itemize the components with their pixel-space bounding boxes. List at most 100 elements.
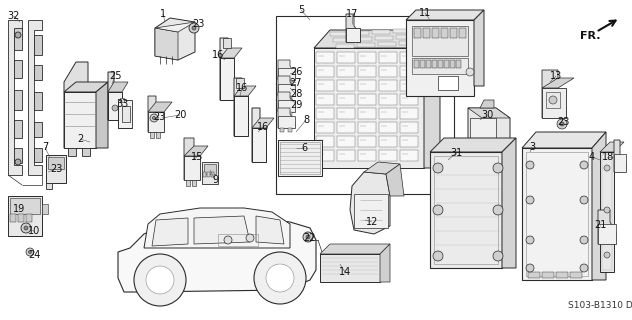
Bar: [438, 60, 443, 68]
Bar: [379, 94, 397, 105]
Circle shape: [433, 205, 443, 215]
Bar: [204, 164, 216, 174]
Polygon shape: [502, 138, 516, 268]
Bar: [412, 26, 468, 56]
Text: 23: 23: [153, 112, 165, 122]
Polygon shape: [522, 132, 606, 148]
Polygon shape: [144, 208, 290, 248]
Bar: [108, 92, 122, 120]
Bar: [10, 198, 40, 214]
Bar: [450, 60, 455, 68]
Bar: [316, 66, 334, 77]
Bar: [14, 60, 22, 78]
Polygon shape: [155, 28, 178, 60]
Bar: [400, 94, 418, 105]
Bar: [396, 35, 414, 39]
Polygon shape: [152, 218, 188, 246]
Bar: [600, 152, 614, 272]
Polygon shape: [234, 86, 256, 96]
Circle shape: [303, 232, 313, 242]
Bar: [357, 43, 375, 47]
Bar: [379, 52, 397, 63]
Polygon shape: [155, 22, 195, 32]
Bar: [337, 108, 355, 119]
Bar: [546, 92, 560, 108]
Text: 10: 10: [28, 226, 40, 236]
Bar: [280, 112, 284, 116]
Polygon shape: [600, 142, 624, 152]
Bar: [314, 48, 424, 168]
Bar: [346, 28, 360, 42]
Bar: [542, 272, 554, 278]
Circle shape: [433, 163, 443, 173]
Polygon shape: [252, 108, 266, 162]
Polygon shape: [380, 244, 390, 282]
Bar: [358, 108, 376, 119]
Bar: [288, 96, 292, 100]
Bar: [223, 38, 231, 48]
Polygon shape: [220, 48, 242, 58]
Polygon shape: [148, 96, 164, 132]
Polygon shape: [278, 108, 295, 128]
Text: 4: 4: [589, 152, 595, 162]
Bar: [400, 108, 418, 119]
Bar: [276, 16, 454, 194]
Circle shape: [466, 68, 474, 76]
Polygon shape: [592, 132, 606, 280]
Polygon shape: [406, 10, 484, 20]
Bar: [14, 120, 22, 138]
Bar: [288, 128, 292, 132]
Bar: [417, 34, 435, 38]
Bar: [34, 65, 42, 80]
Bar: [336, 44, 354, 48]
Circle shape: [15, 159, 21, 165]
Circle shape: [146, 266, 174, 294]
Circle shape: [526, 161, 534, 169]
Text: 13: 13: [550, 71, 562, 81]
Bar: [330, 32, 348, 36]
Text: 16: 16: [236, 83, 248, 93]
Circle shape: [28, 251, 32, 253]
Polygon shape: [614, 140, 626, 172]
Bar: [379, 80, 397, 91]
Bar: [358, 150, 376, 161]
Bar: [372, 30, 390, 34]
Bar: [320, 254, 380, 282]
Bar: [337, 150, 355, 161]
Bar: [358, 122, 376, 133]
Polygon shape: [468, 108, 510, 190]
Bar: [316, 108, 334, 119]
Bar: [192, 180, 196, 186]
Bar: [393, 29, 411, 33]
Bar: [34, 148, 42, 162]
Bar: [34, 35, 42, 55]
Bar: [14, 90, 22, 110]
Bar: [400, 136, 418, 147]
Bar: [278, 100, 295, 112]
Circle shape: [189, 23, 199, 33]
Text: 5: 5: [298, 5, 304, 15]
Bar: [211, 172, 214, 177]
Bar: [354, 194, 388, 228]
Polygon shape: [468, 108, 510, 118]
Bar: [450, 28, 457, 38]
Bar: [426, 60, 431, 68]
Circle shape: [306, 235, 310, 239]
Bar: [42, 204, 48, 214]
Bar: [400, 80, 418, 91]
Polygon shape: [278, 60, 295, 80]
Bar: [82, 148, 90, 156]
Bar: [542, 88, 566, 118]
Bar: [470, 118, 496, 188]
Polygon shape: [278, 92, 295, 112]
Polygon shape: [184, 146, 208, 156]
Circle shape: [15, 32, 21, 38]
Text: 28: 28: [290, 89, 302, 99]
Bar: [278, 68, 295, 80]
Bar: [280, 142, 320, 174]
Text: 25: 25: [109, 71, 121, 81]
Bar: [459, 28, 466, 38]
Bar: [316, 52, 334, 63]
Bar: [414, 28, 432, 32]
Circle shape: [26, 248, 34, 256]
